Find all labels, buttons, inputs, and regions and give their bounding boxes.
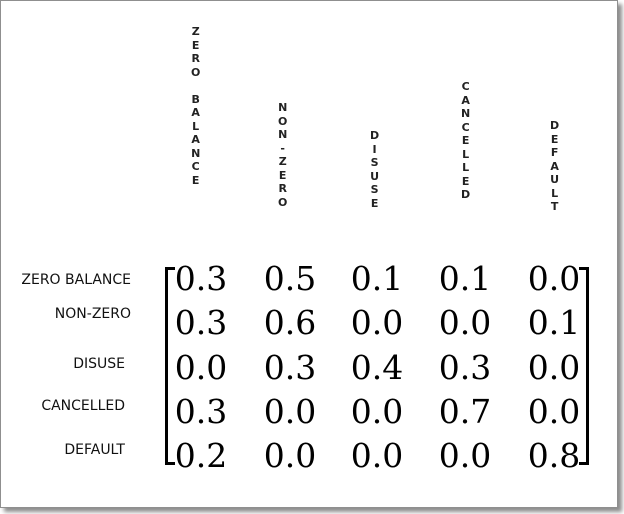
column-header-letter: - — [280, 141, 285, 155]
matrix-cell: 0.0 — [438, 303, 492, 342]
matrix-cell: 0.1 — [350, 259, 404, 298]
column-header-letter: N — [461, 107, 471, 120]
matrix-cell: 0.0 — [527, 259, 581, 298]
column-header-letter: D — [550, 119, 560, 132]
column-header-letter: L — [462, 161, 470, 174]
column-header-letter: A — [191, 106, 200, 119]
column-header-letter: L — [551, 186, 559, 200]
column-header-letter: L — [192, 119, 200, 133]
column-header-letter: O — [278, 195, 288, 209]
column-header-letter: E — [278, 168, 287, 182]
column-header-letter: Z — [191, 25, 200, 38]
column-header-letter: N — [278, 101, 288, 114]
column-header-letter: C — [461, 120, 470, 134]
matrix-cell: 0.0 — [263, 436, 317, 475]
column-header-letter: E — [461, 134, 470, 147]
row-label-zero-balance: ZERO BALANCE — [21, 272, 131, 288]
column-header-letter: O — [278, 114, 288, 128]
matrix-cell: 0.0 — [350, 303, 404, 342]
column-header-letter: R — [278, 182, 287, 195]
column-header-letter: R — [191, 52, 200, 65]
column-header-letter: U — [550, 173, 560, 186]
matrix-cell: 0.0 — [263, 392, 317, 431]
column-header-letter — [194, 79, 198, 93]
column-header-letter: S — [370, 156, 379, 169]
matrix-cell: 0.3 — [174, 392, 228, 431]
column-header-letter: A — [461, 93, 470, 107]
matrix-cell: 0.5 — [263, 259, 317, 298]
row-label-disuse: DISUSE — [73, 356, 125, 372]
column-header-letter: E — [550, 132, 559, 146]
column-header-letter: E — [370, 196, 379, 210]
matrix-cell: 0.2 — [174, 436, 228, 475]
column-header-letter: B — [191, 92, 200, 106]
matrix-cell: 0.3 — [174, 303, 228, 342]
column-header-letter: I — [372, 142, 377, 156]
row-label-cancelled: CANCELLED — [41, 398, 125, 414]
matrix-cell: 0.0 — [438, 436, 492, 475]
matrix-cell: 0.6 — [263, 303, 317, 342]
column-header-letter: Z — [278, 155, 287, 168]
matrix-left-bracket — [165, 267, 175, 465]
matrix-right-bracket — [579, 267, 589, 465]
column-header-letter: C — [191, 160, 200, 173]
matrix-cell: 0.1 — [527, 303, 581, 342]
matrix-cell: 0.0 — [350, 392, 404, 431]
column-header-letter: E — [461, 174, 470, 188]
matrix-cell: 0.0 — [527, 392, 581, 431]
column-header-letter: N — [278, 128, 288, 141]
column-header-letter: F — [550, 146, 559, 159]
matrix-cell: 0.3 — [438, 348, 492, 387]
matrix-cell: 0.0 — [174, 348, 228, 387]
column-header-letter: T — [550, 200, 559, 213]
matrix-cell: 0.1 — [438, 259, 492, 298]
column-header-letter: E — [191, 38, 200, 52]
column-header-letter: D — [370, 129, 380, 142]
column-header-letter: E — [191, 173, 200, 187]
matrix-cell: 0.8 — [527, 436, 581, 475]
column-header-letter: D — [461, 188, 471, 201]
column-header-letter: A — [191, 133, 200, 146]
row-label-non-zero: NON-ZERO — [54, 306, 131, 322]
column-header-letter: A — [550, 159, 559, 173]
row-label-default: DEFAULT — [64, 442, 125, 458]
matrix-cell: 0.3 — [174, 259, 228, 298]
column-header-letter: O — [191, 65, 201, 79]
column-header-letter: U — [370, 169, 380, 183]
matrix-cell: 0.0 — [527, 348, 581, 387]
column-header-letter: C — [461, 80, 470, 93]
column-header-letter: L — [462, 147, 470, 161]
matrix-cell: 0.7 — [438, 392, 492, 431]
matrix-cell: 0.0 — [350, 436, 404, 475]
column-header-letter: N — [191, 146, 201, 160]
matrix-cell: 0.4 — [350, 348, 404, 387]
column-header-letter: S — [370, 183, 379, 196]
matrix-cell: 0.3 — [263, 348, 317, 387]
